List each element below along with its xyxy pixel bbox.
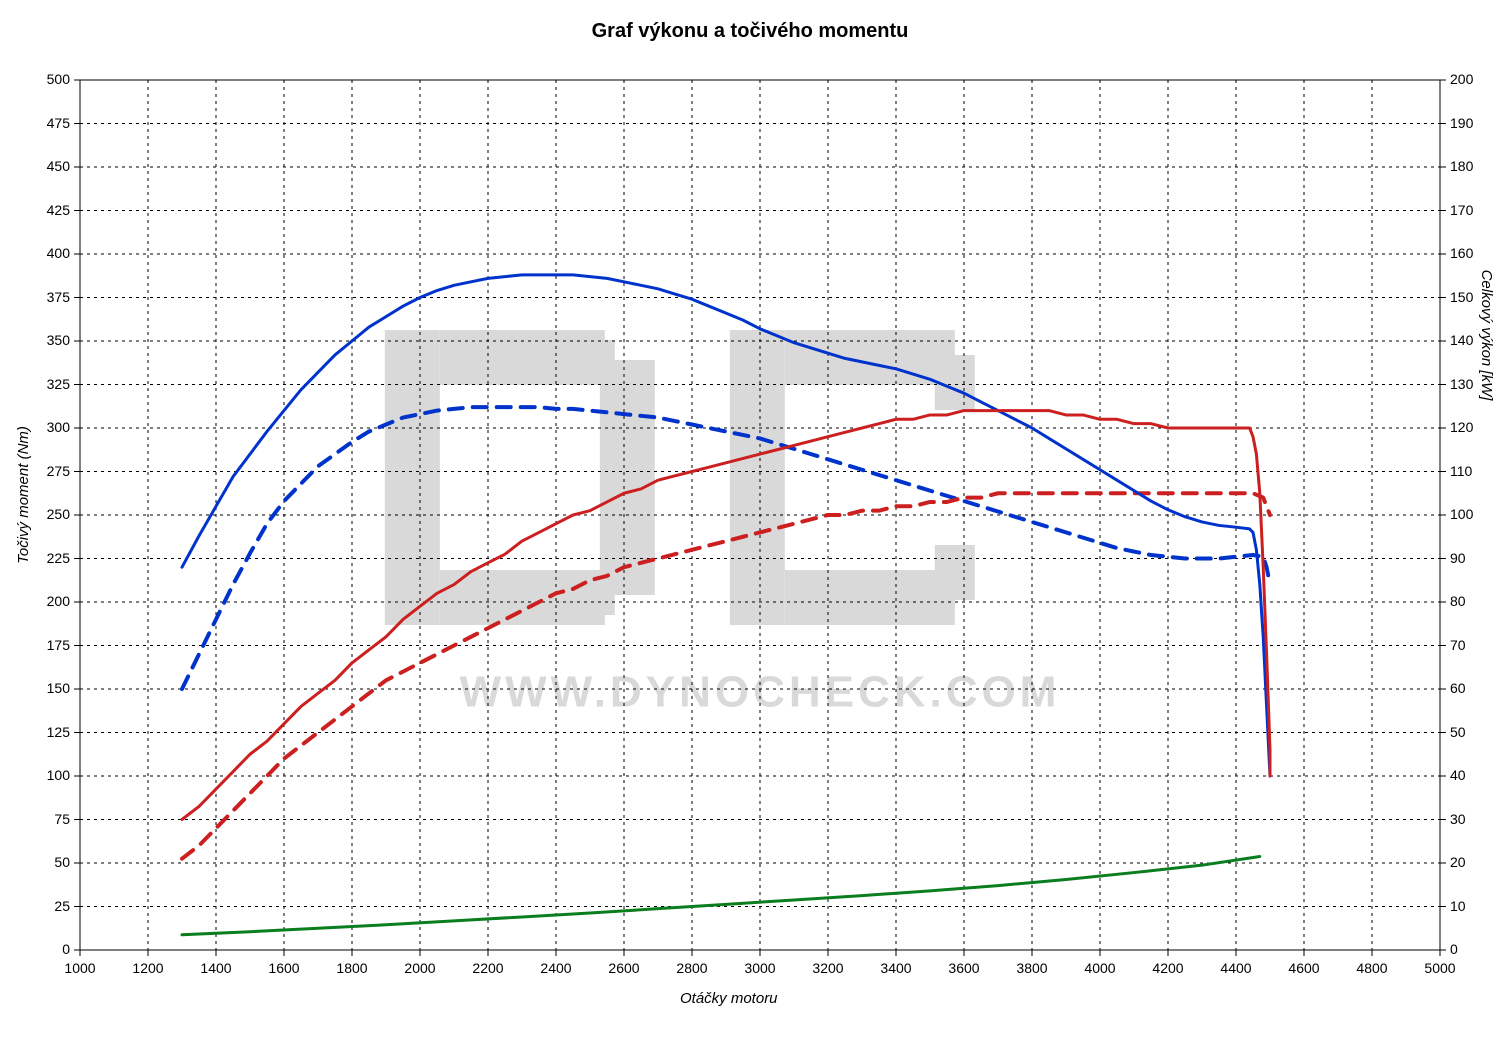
tick-label: 125	[47, 724, 70, 740]
tick-label: 150	[1450, 289, 1473, 305]
tick-label: 50	[54, 854, 70, 870]
tick-label: 100	[47, 767, 70, 783]
tick-label: 0	[1450, 941, 1458, 957]
tick-label: 375	[47, 289, 70, 305]
tick-label: 50	[1450, 724, 1466, 740]
tick-label: 4200	[1152, 960, 1183, 976]
chart-container: Graf výkonu a točivého momentu Točivý mo…	[0, 0, 1500, 1040]
tick-label: 175	[47, 637, 70, 653]
tick-label: 400	[47, 245, 70, 261]
tick-label: 10	[1450, 898, 1466, 914]
tick-label: 4800	[1356, 960, 1387, 976]
tick-label: 60	[1450, 680, 1466, 696]
tick-label: 4000	[1084, 960, 1115, 976]
tick-label: 140	[1450, 332, 1473, 348]
tick-label: 1600	[268, 960, 299, 976]
tick-label: 250	[47, 506, 70, 522]
tick-label: 70	[1450, 637, 1466, 653]
tick-label: 4400	[1220, 960, 1251, 976]
tick-label: 190	[1450, 115, 1473, 131]
tick-label: 450	[47, 158, 70, 174]
tick-label: 170	[1450, 202, 1473, 218]
tick-label: 2600	[608, 960, 639, 976]
tick-label: 200	[47, 593, 70, 609]
tick-label: 25	[54, 898, 70, 914]
tick-label: 500	[47, 71, 70, 87]
tick-label: 325	[47, 376, 70, 392]
tick-label: 225	[47, 550, 70, 566]
tick-label: 20	[1450, 854, 1466, 870]
tick-label: 90	[1450, 550, 1466, 566]
tick-label: 5000	[1424, 960, 1455, 976]
tick-label: 180	[1450, 158, 1473, 174]
tick-label: 200	[1450, 71, 1473, 87]
tick-label: 80	[1450, 593, 1466, 609]
tick-label: 2200	[472, 960, 503, 976]
tick-label: 3800	[1016, 960, 1047, 976]
chart-svg: WWW.DYNOCHECK.COM	[0, 0, 1500, 1040]
tick-label: 350	[47, 332, 70, 348]
tick-label: 275	[47, 463, 70, 479]
tick-label: 100	[1450, 506, 1473, 522]
tick-label: 75	[54, 811, 70, 827]
tick-label: 475	[47, 115, 70, 131]
tick-label: 300	[47, 419, 70, 435]
tick-label: 0	[62, 941, 70, 957]
tick-label: 425	[47, 202, 70, 218]
tick-label: 3600	[948, 960, 979, 976]
tick-label: 1800	[336, 960, 367, 976]
tick-label: 2000	[404, 960, 435, 976]
tick-label: 1200	[132, 960, 163, 976]
tick-label: 3200	[812, 960, 843, 976]
tick-label: 3400	[880, 960, 911, 976]
tick-label: 4600	[1288, 960, 1319, 976]
tick-label: 110	[1450, 463, 1472, 479]
tick-label: 30	[1450, 811, 1466, 827]
tick-label: 40	[1450, 767, 1466, 783]
tick-label: 130	[1450, 376, 1473, 392]
tick-label: 2800	[676, 960, 707, 976]
tick-label: 150	[47, 680, 70, 696]
tick-label: 2400	[540, 960, 571, 976]
tick-label: 1000	[64, 960, 95, 976]
tick-label: 120	[1450, 419, 1473, 435]
tick-label: 3000	[744, 960, 775, 976]
tick-label: 1400	[200, 960, 231, 976]
tick-label: 160	[1450, 245, 1473, 261]
